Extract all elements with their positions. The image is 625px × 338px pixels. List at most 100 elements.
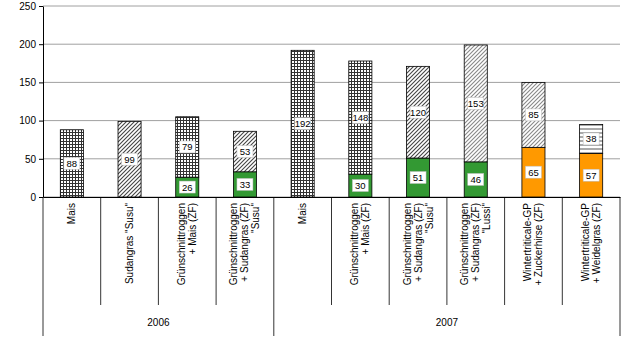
- label-box: [179, 141, 195, 153]
- x-axis-line: [44, 197, 621, 198]
- y-tick: 200: [19, 39, 43, 50]
- y-axis-line: [43, 7, 44, 198]
- x-tick: Grünschnittroggen+ Mais (ZF): [176, 197, 198, 285]
- data-label: 65: [528, 167, 539, 178]
- y-tick: 250: [19, 1, 43, 12]
- group-divider: [620, 197, 621, 336]
- label-box: [583, 169, 599, 181]
- bars: [60, 45, 602, 197]
- label-box: [237, 146, 253, 158]
- category-divider: [562, 197, 563, 305]
- group-divider: [273, 197, 274, 336]
- bar-segment: [407, 66, 430, 158]
- data-label: 38: [586, 133, 597, 144]
- label-box: [410, 172, 426, 184]
- x-tick-label: Sudangras "Susu": [124, 203, 135, 284]
- y-tick-mark: [39, 197, 43, 198]
- bar-segment: [580, 124, 603, 153]
- x-tick-label: Grünschnittroggen+ Sudangras (ZF)"Lussi": [459, 203, 492, 286]
- y-tick: 150: [19, 77, 43, 88]
- x-tick: Wintertriticale-GP+ Zuckerhirse (ZF): [522, 197, 544, 286]
- label-box: [352, 180, 368, 192]
- bar-segment: [464, 162, 487, 197]
- data-label: 26: [182, 182, 193, 193]
- bar-segment: [233, 172, 256, 197]
- y-tick-mark: [39, 44, 43, 45]
- x-tick-label: Grünschnittroggen+ Mais (ZF): [349, 203, 371, 285]
- label-box: [295, 118, 311, 130]
- x-tick: Grünschnittroggen+ Sudangras (ZF)"Susu": [228, 197, 261, 285]
- bar-segment: [349, 174, 372, 197]
- x-tick-label: Grünschnittroggen+ Mais (ZF): [176, 203, 198, 285]
- label-box: [468, 173, 484, 185]
- data-label: 120: [410, 107, 426, 118]
- x-tick: Sudangras "Susu": [124, 197, 135, 284]
- y-tick: 100: [19, 115, 43, 126]
- label-box: [525, 109, 541, 121]
- label-box: [525, 166, 541, 178]
- y-tick: 0: [30, 192, 43, 203]
- bar-segment: [60, 130, 83, 197]
- x-tick-label: Grünschnittroggen+ Sudangras (ZF)"Susu": [228, 203, 261, 286]
- data-label: 51: [413, 172, 424, 183]
- bar-segment: [407, 158, 430, 197]
- category-divider: [216, 197, 217, 305]
- y-tick-label: 200: [19, 39, 36, 50]
- data-label: 153: [468, 98, 484, 109]
- y-tick: 50: [25, 154, 43, 165]
- bar-segment: [522, 82, 545, 147]
- data-label: 46: [470, 174, 481, 185]
- x-tick: Mais: [66, 197, 77, 224]
- bar-segment: [176, 177, 199, 197]
- label-box: [64, 157, 80, 169]
- category-divider: [446, 197, 447, 305]
- x-tick-label: Grünschnittroggen+ Sudangras (ZF)"Susu": [402, 203, 435, 286]
- bar-segment: [118, 121, 141, 197]
- grid-line: [43, 44, 620, 45]
- category-divider: [504, 197, 505, 305]
- data-label: 79: [182, 141, 193, 152]
- label-box: [410, 106, 426, 118]
- data-labels: 26333051466557889979531921481201538538: [64, 97, 599, 193]
- grid-line: [43, 6, 620, 7]
- data-label: 57: [586, 170, 597, 181]
- x-tick: Mais: [297, 197, 308, 224]
- y-tick-label: 50: [25, 154, 37, 165]
- grid: [43, 6, 620, 197]
- y-tick-mark: [39, 121, 43, 122]
- y-tick-mark: [39, 159, 43, 160]
- label-box: [237, 178, 253, 190]
- y-tick-label: 100: [19, 115, 36, 126]
- x-tick: Grünschnittroggen+ Mais (ZF): [349, 197, 371, 285]
- x-axis: Mais Sudangras "Susu" Grünschnittroggen+ M…: [44, 197, 621, 286]
- x-tick: Grünschnittroggen+ Sudangras (ZF)"Susu": [402, 197, 435, 285]
- bar-segment: [580, 153, 603, 197]
- category-divider: [389, 197, 390, 305]
- y-tick-mark: [39, 6, 43, 7]
- data-label: 148: [352, 112, 368, 123]
- bar-segment: [522, 147, 545, 197]
- group-label: 2006: [147, 317, 170, 328]
- data-label: 192: [295, 118, 311, 129]
- label-box: [122, 153, 138, 165]
- group-label: 2007: [436, 317, 459, 328]
- y-tick-label: 250: [19, 1, 36, 12]
- bar-segment: [349, 61, 372, 174]
- bar-segment: [233, 131, 256, 171]
- data-label: 33: [240, 179, 251, 190]
- x-tick-label: Wintertriticale-GP+ Zuckerhirse (ZF): [522, 203, 544, 286]
- label-box: [352, 112, 368, 124]
- bar-segment: [464, 45, 487, 162]
- x-tick: Wintertriticale-GP+ Weidelgras (ZF): [580, 197, 602, 283]
- bar-segment: [176, 117, 199, 177]
- label-box: [179, 181, 195, 193]
- x-tick-label: Mais: [66, 203, 77, 224]
- dividers: [43, 197, 620, 336]
- category-divider: [331, 197, 332, 305]
- category-divider: [158, 197, 159, 305]
- bar-segment: [291, 50, 314, 197]
- group-divider: [43, 197, 44, 336]
- x-tick-label: Wintertriticale-GP+ Weidelgras (ZF): [580, 203, 602, 283]
- data-label: 99: [124, 154, 135, 165]
- data-label: 85: [528, 109, 539, 120]
